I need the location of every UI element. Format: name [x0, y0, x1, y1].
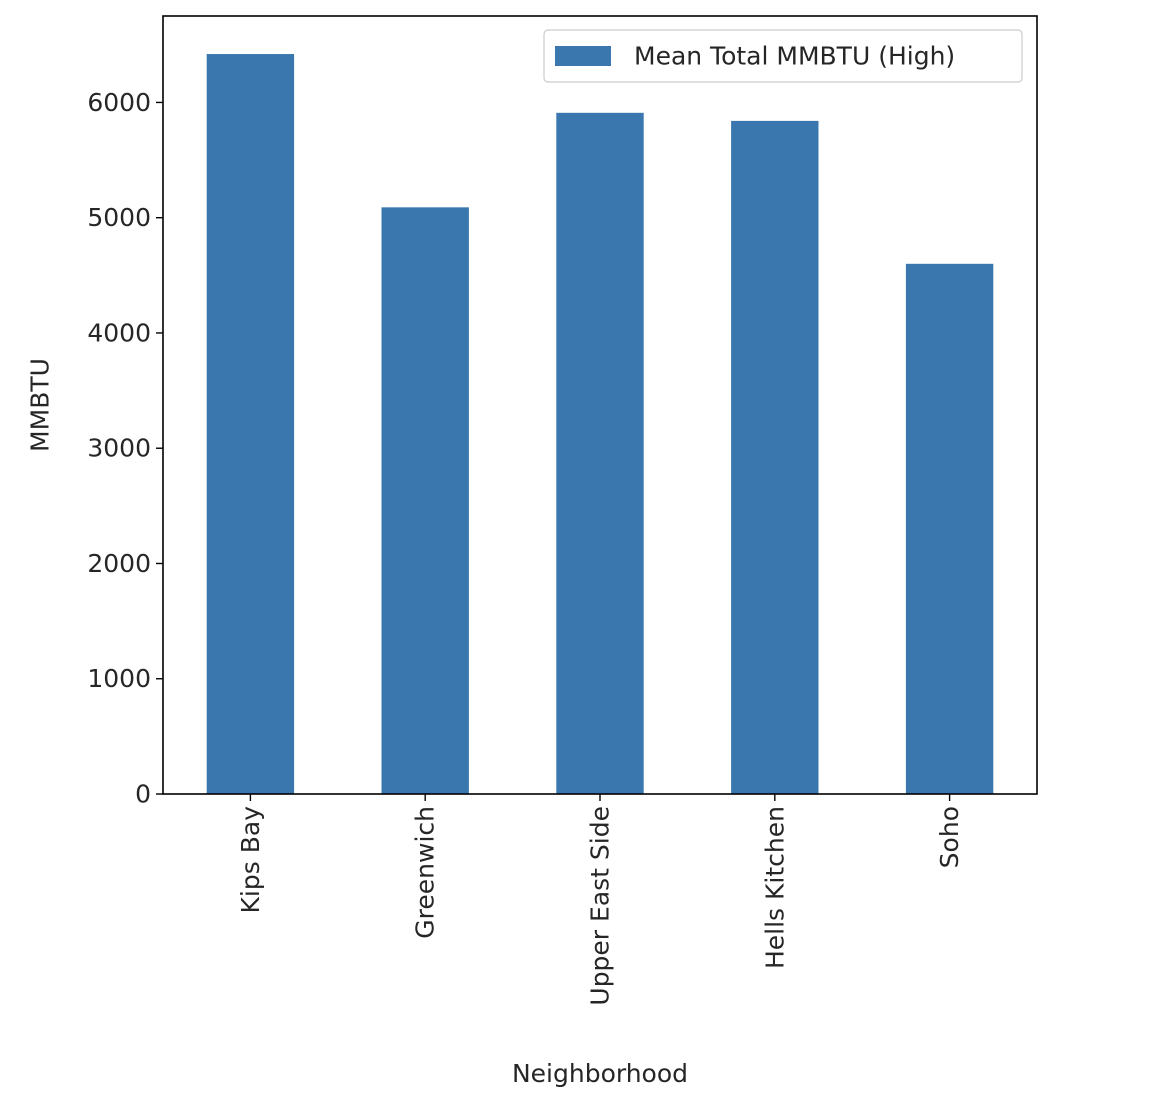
x-axis-ticks: Kips Bay Greenwich Upper East Side Hells Ki…: [236, 794, 964, 1006]
bars-group: [206, 54, 994, 795]
x-tick-label: Greenwich: [411, 806, 440, 939]
y-tick-label: 6000: [87, 88, 151, 117]
bar: [556, 112, 644, 795]
bar: [905, 263, 994, 795]
legend-box: [543, 29, 1023, 83]
legend: Mean Total MMBTU (High): [543, 29, 1023, 83]
y-tick-label: 0: [135, 780, 151, 809]
y-tick-label: 3000: [87, 434, 151, 463]
y-tick-label: 4000: [87, 318, 151, 347]
x-tick-label: Upper East Side: [586, 806, 615, 1006]
plot-frame: [162, 15, 1038, 795]
y-tick-label: 5000: [87, 203, 151, 232]
bar: [731, 120, 819, 794]
x-axis-label: Neighborhood: [512, 1059, 688, 1088]
y-axis-ticks: 0 1000 2000 3000 4000 5000 6000: [87, 88, 163, 809]
legend-label: Mean Total MMBTU (High): [634, 42, 955, 71]
y-tick-label: 1000: [87, 664, 151, 693]
x-tick-label: Soho: [935, 806, 964, 868]
bar: [206, 54, 295, 794]
x-tick-label: Hells Kitchen: [760, 806, 789, 969]
legend-swatch: [555, 46, 611, 66]
x-tick-label: Kips Bay: [236, 806, 265, 914]
y-tick-label: 2000: [87, 549, 151, 578]
bar: [381, 207, 469, 794]
y-axis-label: MMBTU: [26, 358, 55, 452]
